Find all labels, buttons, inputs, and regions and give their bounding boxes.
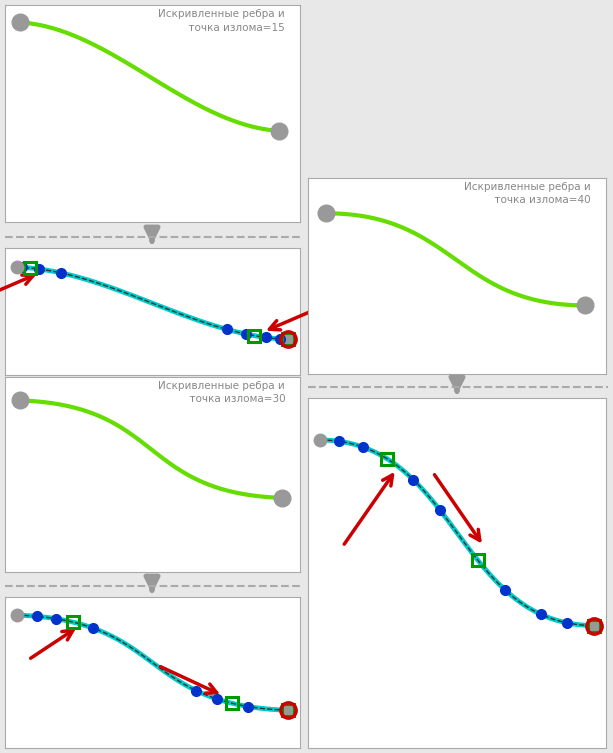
Text: Искривленные ребра и
  точка излома=15: Искривленные ребра и точка излома=15 (159, 9, 285, 32)
Text: Искривленные ребра и
  точка излома=40: Искривленные ребра и точка излома=40 (465, 182, 591, 205)
Text: Искривленные ребра и
  точка излома=30: Искривленные ребра и точка излома=30 (159, 381, 285, 404)
